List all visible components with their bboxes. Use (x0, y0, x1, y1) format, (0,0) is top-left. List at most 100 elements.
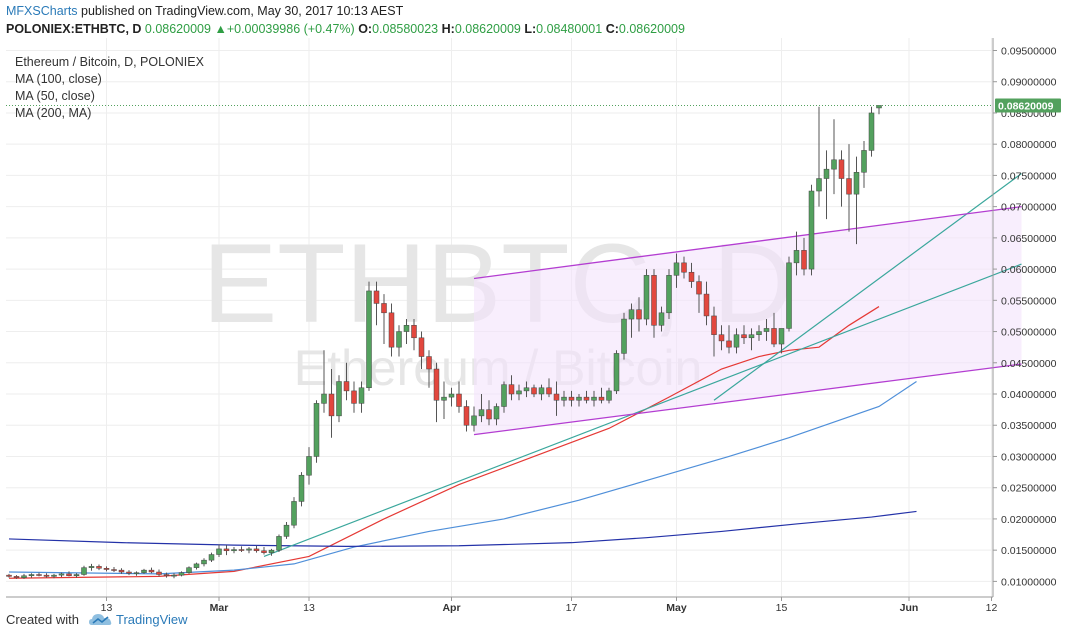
candle-body (778, 328, 785, 345)
candle-body (576, 396, 582, 401)
candle-body (111, 569, 117, 571)
candle-body (801, 250, 807, 270)
candle-body (643, 275, 650, 320)
candle-body (313, 403, 320, 457)
y-tick-label: 0.02500000 (1001, 483, 1057, 495)
last-price-label: 0.08620009 (998, 100, 1054, 112)
overlays (8, 173, 1022, 579)
candle-body (553, 393, 560, 401)
legend-ma100[interactable]: MA (100, close) (15, 72, 102, 86)
candle-body (486, 409, 492, 420)
candle-body (351, 390, 357, 404)
candle-body (666, 275, 672, 314)
candle-body (583, 396, 590, 401)
candle-body (343, 381, 350, 392)
y-tick-label: 0.07000000 (1001, 202, 1057, 214)
x-tick-label: 13 (303, 602, 315, 614)
y-tick-label: 0.05000000 (1001, 327, 1057, 339)
y-tick-label: 0.05500000 (1001, 295, 1057, 307)
candle-body (463, 406, 470, 426)
candle-body (21, 575, 27, 578)
y-tick-label: 0.07500000 (1001, 170, 1057, 182)
candle-body (298, 474, 305, 502)
tradingview-link[interactable]: TradingView (116, 612, 188, 627)
candle-body (853, 172, 860, 195)
candle-body (88, 566, 95, 568)
candle-body (358, 387, 365, 404)
candle-body (81, 567, 87, 575)
candle-body (628, 309, 635, 320)
x-axis-labels: 13 Mar 13 Apr 17 May 15 Jun 12 (101, 597, 997, 614)
candle-body (321, 393, 327, 404)
candle-body (793, 250, 800, 264)
candle-body (186, 567, 192, 573)
candle-body (441, 396, 447, 401)
y-tick-label: 0.03000000 (1001, 451, 1057, 463)
candle-body (516, 390, 522, 395)
candle-body (568, 396, 575, 401)
price-change: +0.00039986 (+0.47%) (226, 22, 355, 36)
y-tick-label: 0.09000000 (1001, 77, 1057, 89)
candle-body (306, 456, 312, 476)
candle-body (718, 334, 725, 342)
candle-body (741, 334, 747, 339)
tradingview-cloud-icon (88, 614, 111, 625)
candle-body (126, 571, 132, 574)
y-tick-label: 0.06000000 (1001, 264, 1057, 276)
symbol-line: POLONIEX:ETHBTC, D 0.08620009 ▲+0.000399… (6, 22, 685, 36)
candle-body (291, 501, 297, 526)
candle-body (328, 393, 335, 417)
candle-body (51, 574, 57, 577)
channel-line (473, 205, 1022, 280)
candle-body (6, 574, 12, 577)
y-tick-label: 0.06500000 (1001, 233, 1057, 245)
candle-body (426, 356, 432, 370)
candle-body (261, 550, 267, 553)
legend-title[interactable]: Ethereum / Bitcoin, D, POLONIEX (15, 55, 204, 69)
candle-body (336, 381, 342, 417)
candle-body (163, 574, 170, 577)
candle-body (171, 574, 177, 577)
candle-body (201, 559, 207, 565)
candle-body (178, 572, 185, 576)
x-tick-label: May (666, 602, 687, 614)
candle-body (561, 396, 567, 401)
candle-body (396, 331, 402, 348)
candle-body (651, 275, 657, 326)
y-tick-label: 0.02000000 (1001, 514, 1057, 526)
moving-average-line (8, 381, 917, 575)
candle-body (846, 178, 852, 195)
candle-body (703, 293, 710, 317)
y-tick-label: 0.04000000 (1001, 389, 1057, 401)
candle-body (613, 353, 620, 392)
candle-body (403, 325, 410, 332)
last-price-tag: 0.08620009 (995, 98, 1061, 113)
moving-average-line (8, 510, 917, 548)
moving-average-line (8, 306, 880, 579)
candle-body (58, 573, 65, 576)
x-tick-label: 13 (101, 602, 113, 614)
footer: Created with TradingView (6, 612, 188, 627)
legend-ma200[interactable]: MA (200, MA) (15, 106, 92, 120)
candle-body (493, 406, 500, 420)
candle-body (148, 569, 155, 573)
candle-body (418, 337, 425, 357)
candle-body (681, 262, 687, 273)
candle-body (478, 409, 485, 417)
candle-body (231, 549, 237, 552)
candle-body (208, 554, 215, 561)
created-with-text: Created with (6, 612, 79, 627)
published-text: published on TradingView.com, May 30, 20… (81, 4, 404, 18)
candle-body (621, 318, 627, 354)
publish-line: MFXSCharts published on TradingView.com,… (6, 4, 403, 18)
candle-body (471, 415, 477, 426)
candle-body (66, 573, 72, 577)
candle-body (13, 576, 20, 578)
candle-body (756, 331, 762, 335)
legend-ma50[interactable]: MA (50, close) (15, 89, 95, 103)
candle-body (523, 387, 530, 392)
x-tick-label: 15 (776, 602, 788, 614)
close-value: 0.08620009 (618, 22, 685, 36)
publisher-link[interactable]: MFXSCharts (6, 4, 78, 18)
